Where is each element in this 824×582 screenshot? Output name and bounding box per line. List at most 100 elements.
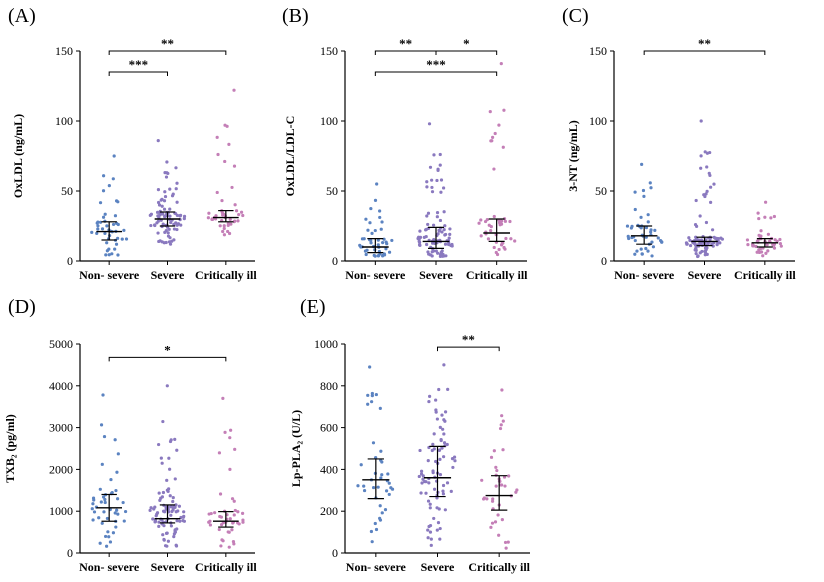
data-point <box>497 247 501 252</box>
data-point <box>703 249 707 253</box>
data-point <box>103 231 107 236</box>
data-point <box>377 253 381 258</box>
data-point <box>385 242 389 246</box>
data-point <box>502 108 506 112</box>
data-point <box>442 210 446 214</box>
data-point <box>376 485 380 489</box>
data-point <box>387 250 392 254</box>
data-point <box>427 481 431 485</box>
y-tick-label: 200 <box>320 504 338 518</box>
data-point <box>380 460 384 464</box>
data-point <box>430 190 435 194</box>
data-point <box>687 236 691 240</box>
data-point <box>175 227 179 232</box>
data-point <box>694 252 698 256</box>
data-point <box>226 229 230 234</box>
data-point <box>446 387 450 391</box>
significance-label: * <box>164 342 171 357</box>
data-point <box>498 426 503 431</box>
data-point <box>227 231 232 236</box>
panel-2: (C) 0 50 100 150 3-NT (ng/mL) Non- severe Sever… <box>562 5 796 282</box>
data-point <box>705 165 709 169</box>
data-point <box>215 190 219 195</box>
data-point <box>416 236 420 241</box>
data-point <box>436 521 441 525</box>
data-point <box>506 540 510 544</box>
data-point <box>756 211 760 215</box>
data-point <box>153 223 157 228</box>
data-point <box>646 249 650 253</box>
data-point <box>102 434 107 439</box>
data-point <box>159 198 163 202</box>
data-point <box>482 496 486 500</box>
data-point <box>237 522 241 526</box>
data-point <box>174 187 178 191</box>
data-point <box>496 513 500 517</box>
data-point <box>101 215 106 219</box>
data-point <box>370 400 374 404</box>
x-tick-label: Non- severe <box>614 268 675 282</box>
data-point <box>97 516 101 520</box>
data-point <box>764 251 768 255</box>
data-point <box>111 531 116 535</box>
data-point <box>426 459 430 463</box>
data-point <box>92 510 97 514</box>
data-point <box>168 207 172 211</box>
data-point <box>113 511 117 515</box>
data-point <box>431 469 435 473</box>
data-point <box>110 252 114 256</box>
data-point <box>209 511 213 516</box>
data-point <box>694 235 698 239</box>
y-axis-label: OxLDL (ng/mL) <box>11 114 25 198</box>
x-tick-label: Critically ill <box>466 268 528 282</box>
data-point <box>720 237 725 241</box>
data-point <box>222 224 226 228</box>
data-point <box>452 455 457 459</box>
significance-label: ** <box>161 36 174 51</box>
data-point <box>432 153 436 157</box>
data-point <box>230 185 234 190</box>
data-point <box>160 204 164 208</box>
data-point <box>363 249 368 253</box>
data-point <box>103 497 107 502</box>
data-point <box>750 242 755 247</box>
data-point <box>161 490 166 495</box>
y-tick-label: 3000 <box>49 421 73 435</box>
data-point <box>390 487 395 491</box>
data-point <box>642 194 646 198</box>
data-point <box>104 253 108 257</box>
data-point <box>116 200 120 204</box>
data-point <box>166 231 170 235</box>
data-point <box>111 177 115 181</box>
y-tick-label: 1000 <box>314 337 338 351</box>
data-point <box>437 387 441 392</box>
data-point <box>230 497 235 501</box>
data-point <box>101 174 106 178</box>
x-tick-label: Critically ill <box>468 560 530 574</box>
panel-4: (E) 0 200 400 600 800 1000 Lp-PLA₂ (U/L) Non- se… <box>289 296 531 574</box>
data-point <box>232 513 236 517</box>
data-point <box>658 238 663 243</box>
data-point <box>442 363 446 367</box>
data-point <box>440 230 444 234</box>
data-point <box>641 188 646 193</box>
data-point <box>369 241 373 245</box>
data-point <box>172 238 176 242</box>
data-point <box>378 504 382 508</box>
data-point <box>629 226 633 230</box>
data-point <box>157 524 161 528</box>
data-point <box>237 212 241 217</box>
data-point <box>648 181 652 185</box>
data-point <box>157 491 161 495</box>
data-point <box>167 240 172 244</box>
data-point <box>431 442 435 446</box>
data-point <box>374 392 378 397</box>
data-point <box>123 509 128 514</box>
data-point <box>426 499 431 503</box>
data-point <box>500 388 504 392</box>
data-point <box>685 242 689 246</box>
data-point <box>368 221 372 225</box>
data-point <box>418 229 422 233</box>
data-point <box>492 245 496 250</box>
data-point <box>428 253 433 257</box>
